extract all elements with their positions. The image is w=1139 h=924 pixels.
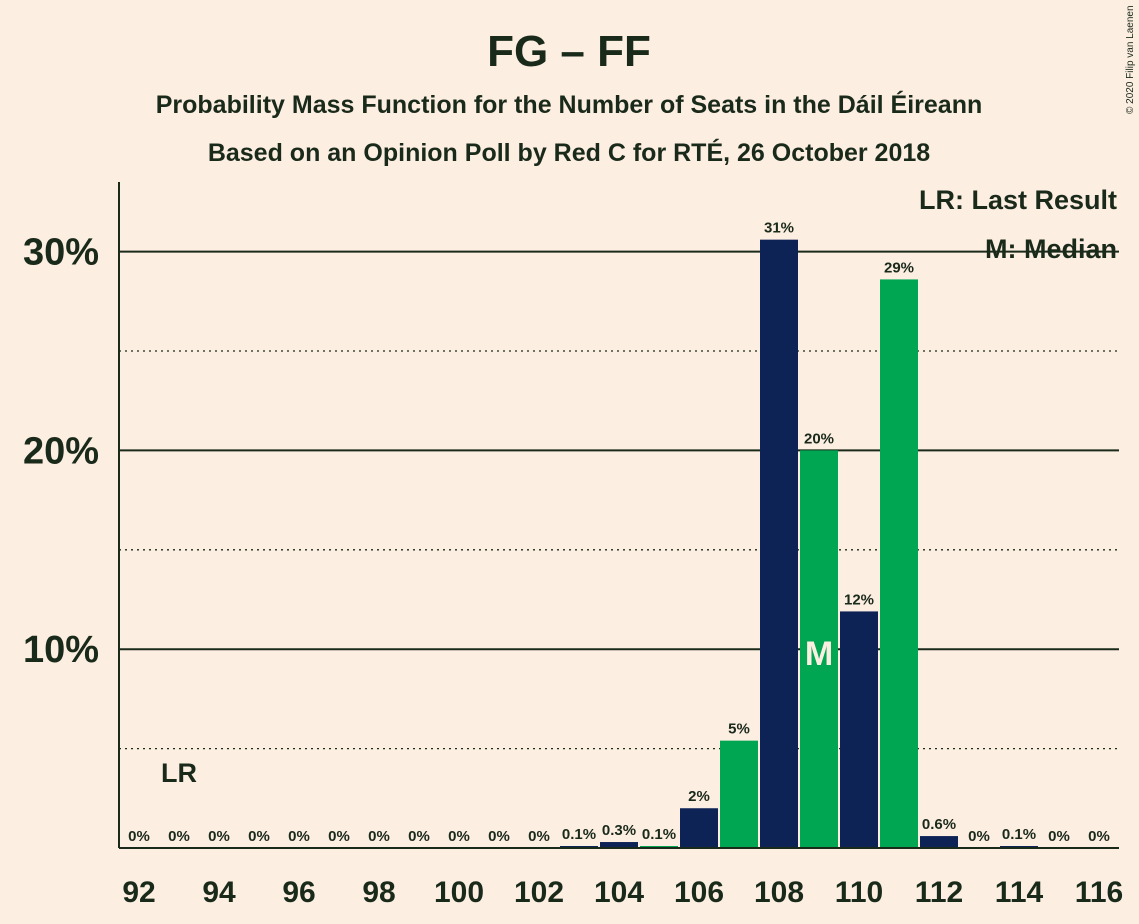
bar	[600, 842, 638, 848]
data-label: 0.1%	[562, 826, 596, 843]
y-tick-label: 30%	[23, 232, 99, 274]
data-label: 0%	[168, 828, 190, 845]
x-tick-label: 110	[835, 876, 883, 909]
y-axis-ticks: 10% 20% 30%	[23, 232, 99, 672]
data-label: 0%	[368, 828, 390, 845]
x-tick-label: 104	[594, 876, 644, 909]
legend-median: M: Median	[985, 234, 1117, 264]
data-label: 0.1%	[1002, 826, 1036, 843]
data-label: 0%	[128, 828, 150, 845]
x-tick-label: 98	[362, 876, 395, 909]
copyright-notice: © 2020 Filip van Laenen	[1125, 5, 1136, 114]
bar	[680, 808, 718, 848]
x-tick-label: 100	[434, 876, 484, 909]
x-tick-label: 114	[995, 876, 1044, 909]
chart-subtitle-2: Based on an Opinion Poll by Red C for RT…	[208, 138, 930, 167]
bar	[840, 611, 878, 848]
data-label: 0%	[288, 828, 310, 845]
bar	[800, 450, 838, 848]
bar	[920, 836, 958, 848]
data-label: 0%	[968, 828, 990, 845]
x-tick-label: 108	[754, 876, 804, 909]
x-tick-label: 102	[514, 876, 564, 909]
data-label: 0%	[488, 828, 510, 845]
data-label: 0%	[448, 828, 470, 845]
legend-last-result: LR: Last Result	[919, 185, 1117, 215]
y-tick-label: 20%	[23, 430, 99, 472]
bar	[880, 279, 918, 848]
data-label: 0.6%	[922, 816, 956, 833]
chart-subtitle: Probability Mass Function for the Number…	[156, 90, 983, 119]
x-axis-ticks: 92 94 96 98 100 102 104 106 108 110 112 114 116	[122, 876, 1123, 909]
bar	[720, 740, 758, 848]
data-label: 0%	[328, 828, 350, 845]
data-label: 31%	[764, 220, 794, 237]
data-label: 0%	[408, 828, 430, 845]
data-label: 0%	[248, 828, 270, 845]
median-marker: M	[805, 635, 833, 673]
x-tick-label: 96	[282, 876, 315, 909]
x-tick-label: 94	[202, 876, 236, 909]
data-labels: 0% 0% 0% 0% 0% 0% 0% 0% 0% 0% 0% 0.1% 0.3% 0.1% 2% 5% 31…	[128, 220, 1110, 845]
data-label: 12%	[844, 591, 874, 608]
data-label: 0.3%	[602, 822, 636, 839]
bar	[760, 239, 798, 848]
data-label: 29%	[884, 259, 914, 276]
data-label: 20%	[804, 430, 834, 447]
x-tick-label: 116	[1075, 876, 1123, 909]
x-tick-label: 112	[915, 876, 963, 909]
data-label: 0%	[528, 828, 550, 845]
x-tick-label: 92	[122, 876, 155, 909]
gridlines	[119, 250, 1119, 750]
data-label: 0%	[208, 828, 230, 845]
data-label: 0%	[1088, 828, 1110, 845]
x-tick-label: 106	[674, 876, 724, 909]
data-label: 0.1%	[642, 826, 676, 843]
data-label: 5%	[728, 721, 750, 738]
chart-title: FG – FF	[487, 27, 651, 76]
bars	[560, 239, 1038, 848]
y-tick-label: 10%	[23, 629, 99, 671]
data-label: 0%	[1048, 828, 1070, 845]
data-label: 2%	[688, 788, 710, 805]
last-result-marker: LR	[161, 758, 197, 788]
